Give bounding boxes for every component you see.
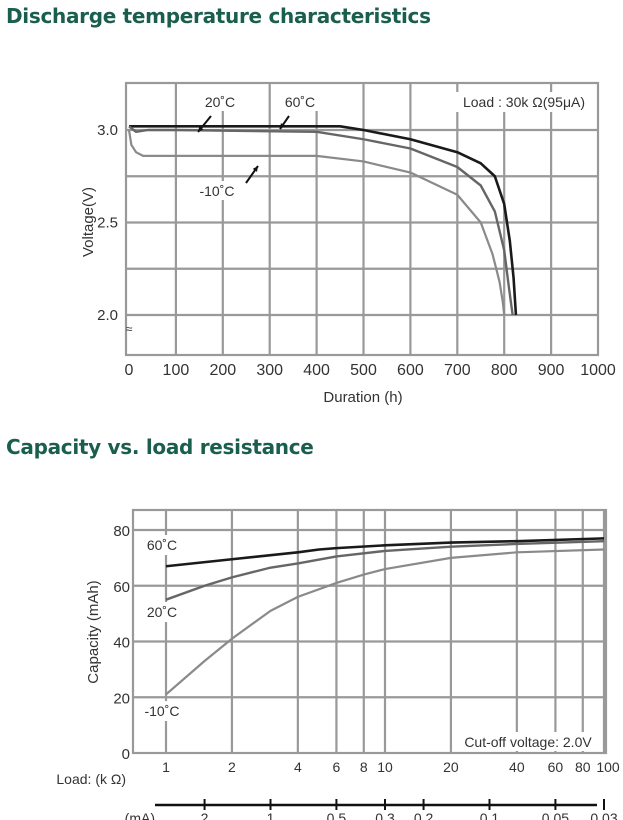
y-tick-label: 0 (122, 746, 130, 763)
series-label: 20˚C (147, 604, 177, 620)
discharge-chart: 0 100 200 300 400 500 600 700 800 900 1000 3.0 2.5 2.… (80, 81, 616, 406)
ma-tick-label: 2 (201, 810, 209, 820)
ma-tick-label: 0.03 (590, 810, 617, 820)
arrowhead-icon (198, 126, 204, 132)
label-bg (280, 92, 320, 111)
axis-break-mark: ≈ (126, 322, 133, 336)
x-tick-label: 900 (538, 362, 565, 379)
x2-axis-label: (mA) (125, 810, 155, 820)
x-tick-label: 1 (162, 759, 170, 775)
x-tick-label: 10 (377, 759, 393, 775)
x-tick-label: 8 (360, 759, 368, 775)
y-tick-label: 20 (113, 690, 130, 707)
series-line-20c (128, 125, 514, 316)
x-tick-label: 600 (397, 362, 424, 379)
annotation-bg (455, 732, 601, 751)
x-tick-label: 700 (444, 362, 471, 379)
ma-tick-label: 0.05 (542, 810, 569, 820)
plot-border (131, 508, 608, 755)
arrowhead-icon (280, 123, 286, 129)
series-line-60c (129, 125, 518, 316)
label-bg (142, 535, 182, 555)
x-tick-label: 40 (509, 759, 525, 775)
y-tick-label: 80 (113, 523, 130, 540)
x-tick-label: 6 (333, 759, 341, 775)
label-bg (142, 602, 182, 622)
x-tick-label: 4 (294, 759, 302, 775)
x-axis-label: Load: (k Ω) (56, 771, 126, 787)
series-label: 60˚C (285, 94, 315, 110)
series-label: 20˚C (205, 94, 235, 110)
chart-title-capacity: Capacity vs. load resistance (6, 435, 314, 459)
x-tick-label: 500 (350, 362, 377, 379)
x-tick-label: 800 (491, 362, 518, 379)
x-tick-label: 100 (163, 362, 190, 379)
series-label: -10˚C (199, 183, 234, 199)
series-label: 60˚C (147, 537, 177, 553)
capacity-chart: 0 20 40 60 80 1 2 4 6 8 10 20 40 60 80 100 Load: (k Ω) 2 1… (56, 508, 620, 820)
x-axis-label: Duration (h) (323, 389, 402, 406)
series-line-minus10c (127, 129, 506, 316)
plot-border (124, 81, 600, 357)
ma-tick-label: 0.3 (375, 810, 395, 820)
x-tick-label: 80 (575, 759, 591, 775)
x-tick-label: 1000 (580, 362, 616, 379)
ma-tick-label: 0.5 (327, 810, 347, 820)
load-annotation: Load : 30k Ω(95μA) (463, 94, 585, 110)
annotation-bg (455, 92, 595, 112)
ma-tick-label: 1 (267, 810, 275, 820)
series-line-20c (165, 539, 605, 601)
x-tick-label: 20 (443, 759, 459, 775)
x-tick-label: 100 (596, 759, 620, 775)
y-axis-label: Capacity (mAh) (85, 580, 102, 683)
ma-tick-label: 0.2 (414, 810, 434, 820)
cutoff-annotation: Cut-off voltage: 2.0V (464, 734, 592, 750)
label-bg (197, 181, 237, 200)
y-tick-label: 2.5 (97, 215, 118, 232)
y-tick-label: 3.0 (97, 122, 118, 139)
y-tick-label: 2.0 (97, 307, 118, 324)
x-tick-label: 60 (548, 759, 564, 775)
x-tick-label: 300 (256, 362, 283, 379)
series-label: -10˚C (144, 703, 179, 719)
label-bg (142, 701, 182, 721)
series-line-minus10c (165, 548, 605, 696)
x-tick-label: 2 (228, 759, 236, 775)
arrowhead-icon (252, 166, 258, 172)
x-tick-label: 0 (125, 362, 134, 379)
y-axis-label: Voltage(V) (80, 187, 97, 257)
y-tick-label: 40 (113, 635, 130, 652)
ma-tick-label: 0.1 (480, 810, 500, 820)
x-tick-label: 400 (303, 362, 330, 379)
label-bg (200, 92, 240, 111)
chart-title-discharge: Discharge temperature characteristics (6, 4, 431, 28)
x-tick-label: 200 (209, 362, 236, 379)
series-line-60c (165, 537, 605, 568)
y-tick-label: 60 (113, 579, 130, 596)
